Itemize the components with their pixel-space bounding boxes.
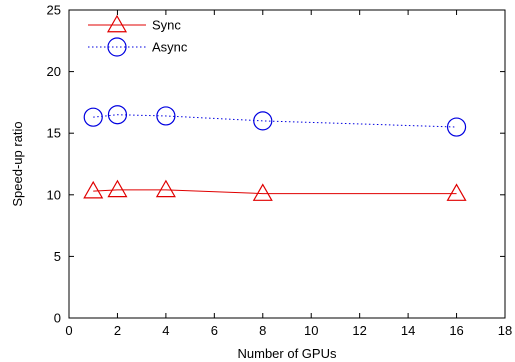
legend-label: Sync — [152, 18, 181, 33]
data-point — [107, 179, 128, 198]
y-tick-label: 0 — [54, 311, 61, 326]
x-tick-label: 4 — [162, 323, 169, 338]
x-tick-label: 10 — [304, 323, 318, 338]
legend-marker — [107, 37, 127, 57]
data-point — [155, 179, 176, 198]
x-tick-label: 8 — [259, 323, 266, 338]
plot-frame — [68, 9, 506, 319]
data-point — [107, 105, 128, 125]
data-point — [446, 183, 467, 201]
series — [83, 105, 467, 201]
y-tick-labels: 0 5 10 15 20 25 — [47, 3, 61, 326]
y-tick-label: 5 — [54, 249, 61, 264]
legend-marker — [106, 14, 128, 33]
data-point — [446, 117, 467, 137]
y-axis-label: Speed-up ratio — [10, 121, 25, 206]
data-point — [83, 107, 103, 127]
y-tick-label: 15 — [47, 126, 61, 141]
y-tick-label: 10 — [47, 187, 61, 202]
series-line — [93, 114, 457, 128]
x-tick-label: 2 — [114, 323, 121, 338]
series-line — [93, 189, 457, 195]
series-async — [83, 105, 467, 137]
axis-ticks — [68, 9, 506, 319]
x-tick-label: 12 — [352, 323, 366, 338]
y-tick-label: 20 — [47, 64, 61, 79]
x-tick-label: 0 — [65, 323, 72, 338]
data-point — [253, 111, 273, 131]
x-tick-labels: 0 2 4 6 8 10 12 14 16 18 — [65, 323, 512, 338]
x-tick-label: 16 — [449, 323, 463, 338]
x-tick-label: 18 — [498, 323, 512, 338]
series-sync — [83, 179, 467, 201]
x-tick-label: 6 — [211, 323, 218, 338]
legend-label: Async — [152, 40, 188, 55]
data-point — [252, 183, 273, 201]
x-axis-label: Number of GPUs — [238, 346, 337, 361]
plot-area — [68, 9, 506, 319]
data-point — [156, 106, 176, 126]
legend: Sync Async — [88, 14, 188, 57]
y-tick-label: 25 — [47, 3, 61, 18]
x-tick-label: 14 — [401, 323, 415, 338]
data-point — [83, 180, 104, 199]
